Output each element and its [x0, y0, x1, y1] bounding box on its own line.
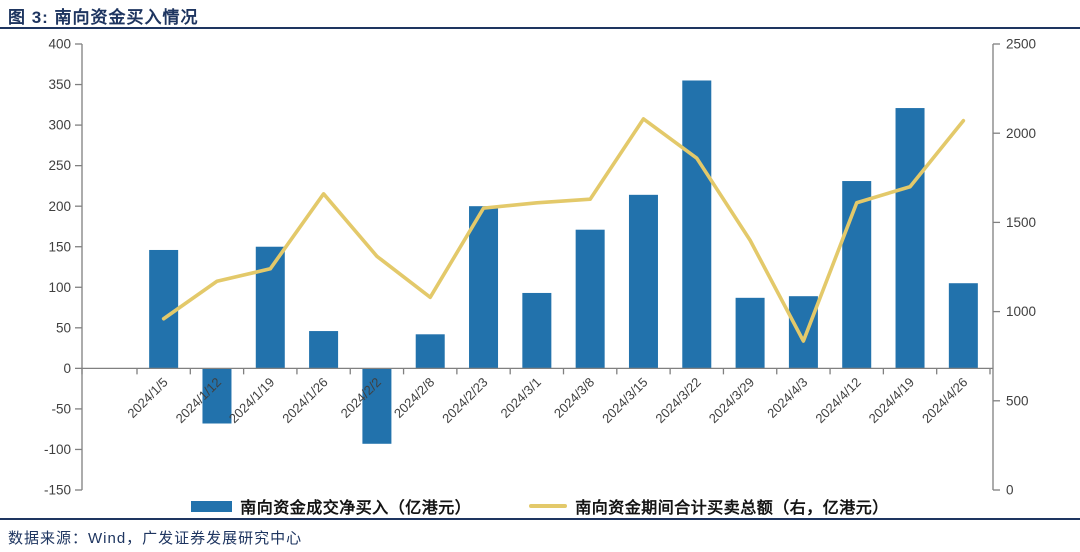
bar-2024-4-3: [788, 296, 818, 369]
y-axis-left-label: 300: [48, 118, 71, 133]
x-axis-label: 2024/3/22: [652, 375, 704, 427]
bar-2024-4-19: [895, 108, 925, 369]
bar-2024-3-15: [628, 194, 658, 369]
bar-2024-3-29: [735, 297, 765, 369]
bar-2024-1-5: [149, 249, 179, 369]
y-axis-left-label: 100: [48, 280, 71, 295]
y-axis-left-label: -150: [44, 483, 71, 498]
title-divider: [0, 27, 1080, 29]
x-axis-label: 2024/1/26: [279, 375, 331, 427]
y-axis-left-label: 200: [48, 199, 71, 214]
y-axis-right-label: 500: [1006, 393, 1029, 408]
bar-2024-2-2: [362, 368, 392, 444]
y-axis-right-label: 2000: [1006, 126, 1036, 141]
bar-2024-3-1: [522, 292, 552, 369]
x-axis-label: 2024/3/8: [551, 375, 597, 421]
x-axis-label: 2024/3/1: [498, 375, 544, 421]
x-axis-label: 2024/4/12: [812, 375, 864, 427]
legend-line-label: 南向资金期间合计买卖总额（右，亿港元）: [575, 500, 889, 517]
y-axis-left-label: 50: [56, 320, 71, 335]
bar-2024-2-8: [415, 334, 445, 369]
data-source: 数据来源：Wind，广发证券发展研究中心: [8, 530, 303, 547]
y-axis-left-label: 0: [63, 361, 71, 376]
legend-line-swatch: [529, 504, 568, 508]
legend-item-line: 南向资金期间合计买卖总额（右，亿港元）: [529, 494, 889, 518]
figure-title: 图 3: 南向资金买入情况: [8, 8, 199, 27]
x-axis-label: 2024/3/15: [599, 375, 651, 427]
bar-2024-4-12: [842, 181, 872, 369]
y-axis-right-label: 2500: [1006, 37, 1036, 52]
x-axis-label: 2024/1/19: [226, 375, 278, 427]
legend-bar-label: 南向资金成交净买入（亿港元）: [240, 500, 472, 517]
bar-2024-1-26: [309, 331, 339, 369]
bar-2024-3-22: [682, 80, 712, 369]
y-axis-right-label: 0: [1006, 483, 1014, 498]
bar-2024-1-19: [255, 246, 285, 369]
x-axis-label: 2024/4/3: [764, 375, 810, 421]
y-axis-right-label: 1500: [1006, 215, 1036, 230]
bar-2024-2-23: [469, 206, 499, 369]
y-axis-right-label: 1000: [1006, 304, 1036, 319]
y-axis-left-label: -50: [51, 402, 71, 417]
bar-2024-4-26: [948, 283, 978, 369]
x-axis-label: 2024/2/23: [439, 375, 491, 427]
x-axis-label: 2024/4/19: [866, 375, 918, 427]
footer-divider: [0, 518, 1080, 520]
y-axis-left-label: 150: [48, 239, 71, 254]
y-axis-left-label: 350: [48, 77, 71, 92]
y-axis-left-label: 400: [48, 37, 71, 52]
x-axis-label: 2024/2/8: [391, 375, 437, 421]
chart-legend: 南向资金成交净买入（亿港元） 南向资金期间合计买卖总额（右，亿港元）: [0, 494, 1080, 518]
bar-2024-3-8: [575, 229, 605, 369]
x-axis-label: 2024/3/29: [706, 375, 758, 427]
line-series: [161, 117, 966, 343]
y-axis-left-label: -100: [44, 442, 71, 457]
bar-2024-1-12: [202, 368, 232, 424]
legend-item-bar: 南向资金成交净买入（亿港元）: [191, 494, 471, 518]
x-axis-label: 2024/4/26: [919, 375, 971, 427]
legend-bar-swatch: [191, 500, 233, 512]
y-axis-left-label: 250: [48, 158, 71, 173]
x-axis-label: 2024/1/5: [124, 375, 170, 421]
